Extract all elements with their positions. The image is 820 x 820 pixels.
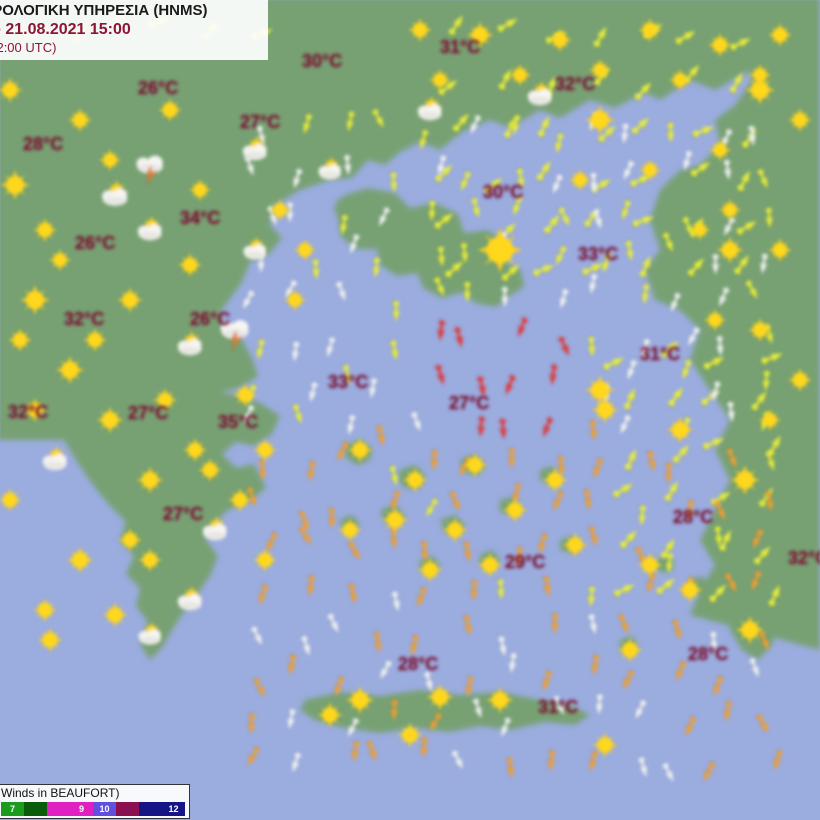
svg-text:35°C: 35°C [218, 412, 258, 432]
svg-text:31°C: 31°C [538, 697, 578, 717]
svg-text:31°C: 31°C [440, 37, 480, 57]
svg-text:34°C: 34°C [180, 208, 220, 228]
svg-text:27°C: 27°C [449, 393, 489, 413]
svg-text:27°C: 27°C [163, 504, 203, 524]
svg-text:27°C: 27°C [240, 112, 280, 132]
svg-text:32°C: 32°C [788, 548, 820, 568]
svg-text:28°C: 28°C [688, 644, 728, 664]
svg-text:30°C: 30°C [483, 182, 523, 202]
svg-text:26°C: 26°C [190, 309, 230, 329]
svg-text:28°C: 28°C [673, 507, 713, 527]
svg-text:30°C: 30°C [302, 51, 342, 71]
svg-text:32°C: 32°C [8, 402, 48, 422]
svg-text:26°C: 26°C [75, 233, 115, 253]
svg-text:27°C: 27°C [128, 403, 168, 423]
svg-text:28°C: 28°C [398, 654, 438, 674]
svg-text:32°C: 32°C [555, 74, 595, 94]
svg-text:29°C: 29°C [505, 552, 545, 572]
svg-text:31°C: 31°C [640, 344, 680, 364]
svg-text:32°C: 32°C [64, 309, 104, 329]
svg-text:26°C: 26°C [138, 78, 178, 98]
svg-text:33°C: 33°C [578, 244, 618, 264]
svg-text:28°C: 28°C [23, 134, 63, 154]
svg-text:33°C: 33°C [328, 372, 368, 392]
